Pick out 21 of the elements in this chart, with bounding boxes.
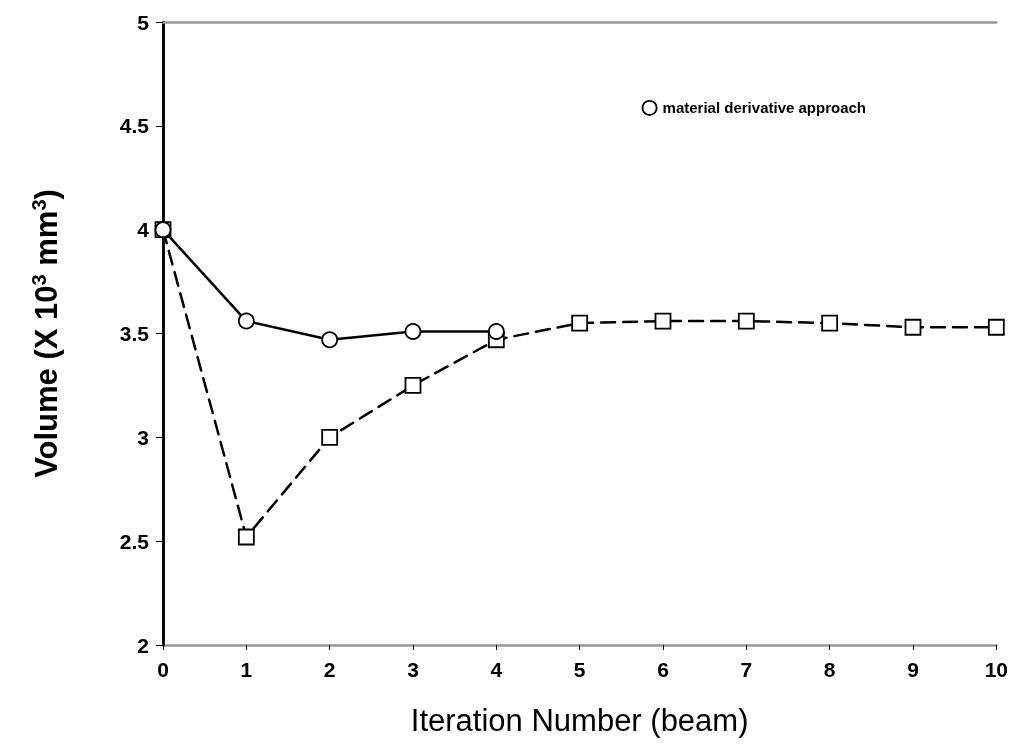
y-axis-title: Volume (X 103 mm3) xyxy=(28,189,64,478)
y-tick-label: 4 xyxy=(137,218,150,242)
x-tick-label: 3 xyxy=(407,658,419,681)
x-tick-label: 5 xyxy=(573,658,586,681)
y-tick-label: 2 xyxy=(137,633,149,657)
x-tick-label: 1 xyxy=(240,658,253,681)
x-tick-label: 4 xyxy=(490,658,503,681)
y-tick-label: 3 xyxy=(137,425,149,449)
x-axis-title: Iteration Number (beam) xyxy=(410,703,749,738)
x-tick-label: 6 xyxy=(657,658,669,681)
legend-label: material derivative approach xyxy=(662,99,867,117)
x-tick-label: 7 xyxy=(740,658,753,681)
y-tick-label: 3.5 xyxy=(119,322,150,345)
x-tick-label: 8 xyxy=(823,658,836,681)
x-tick-label: 9 xyxy=(907,658,919,681)
x-tick-label: 10 xyxy=(984,658,1008,681)
x-tick-label: 2 xyxy=(323,658,336,681)
x-tick-label: 0 xyxy=(157,658,169,681)
y-tick-label: 5 xyxy=(137,10,150,34)
y-tick-label: 4.5 xyxy=(119,114,150,138)
y-tick-label: 2.5 xyxy=(119,529,150,553)
